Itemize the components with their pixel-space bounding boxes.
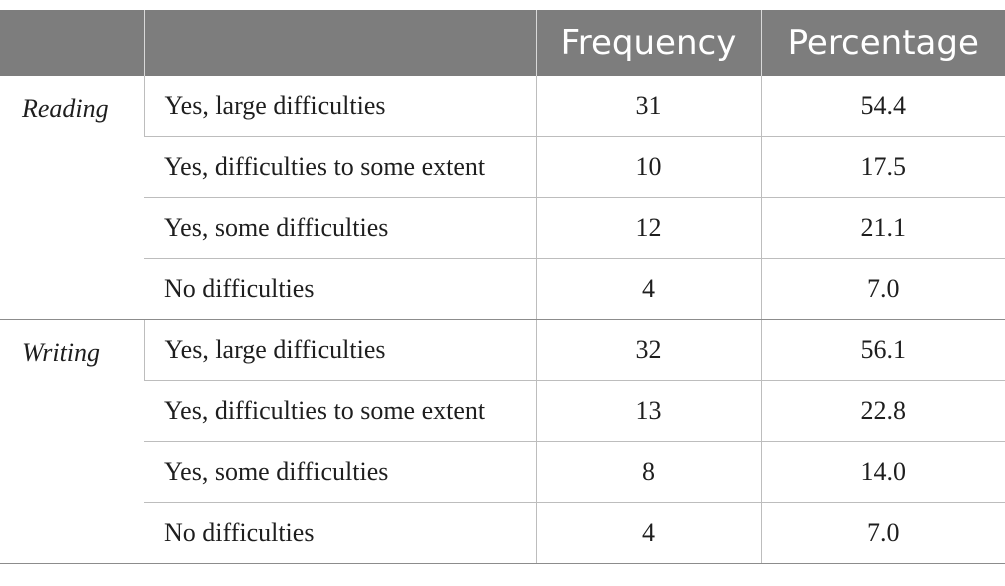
- table-row: Yes, difficulties to some extent 10 17.5: [0, 136, 1005, 198]
- percentage-cell: 54.4: [760, 76, 1005, 137]
- frequency-cell: 32: [535, 319, 761, 381]
- group-label-writing: Writing: [0, 319, 144, 564]
- item-cell: Yes, difficulties to some extent: [144, 380, 536, 442]
- table-row: Yes, difficulties to some extent 13 22.8: [0, 380, 1005, 442]
- item-cell: Yes, some difficulties: [144, 441, 536, 503]
- item-cell: Yes, large difficulties: [143, 319, 536, 381]
- table-row: Yes, some difficulties 12 21.1: [0, 197, 1005, 259]
- group-label-reading: Reading: [0, 76, 144, 320]
- percentage-cell: 7.0: [760, 502, 1005, 564]
- frequency-cell: 12: [535, 197, 761, 259]
- header-cell-item: [143, 10, 536, 76]
- table-row: Writing Yes, large difficulties 32 56.1: [0, 319, 1005, 564]
- percentage-cell: 17.5: [760, 136, 1005, 198]
- frequency-cell: 31: [535, 76, 761, 137]
- frequency-cell: 13: [535, 380, 761, 442]
- header-cell-percentage: Percentage: [760, 10, 1005, 76]
- table-body: Reading Yes, large difficulties 31 54.4 …: [0, 76, 1005, 564]
- item-cell: No difficulties: [144, 502, 536, 564]
- table-row: No difficulties 4 7.0: [0, 502, 1005, 564]
- item-cell: Yes, difficulties to some extent: [144, 136, 536, 198]
- item-cell: Yes, some difficulties: [144, 197, 536, 259]
- percentage-cell: 56.1: [760, 319, 1005, 381]
- frequency-cell: 4: [535, 502, 761, 564]
- frequency-cell: 8: [535, 441, 761, 503]
- header-cell-group: [0, 10, 144, 76]
- table-row: No difficulties 4 7.0: [0, 258, 1005, 320]
- table-header: Frequency Percentage: [0, 10, 1005, 76]
- percentage-cell: 21.1: [760, 197, 1005, 259]
- header-row: Frequency Percentage: [0, 10, 1005, 76]
- table-row: Yes, some difficulties 8 14.0: [0, 441, 1005, 503]
- percentage-cell: 22.8: [760, 380, 1005, 442]
- frequency-cell: 10: [535, 136, 761, 198]
- table-row: Reading Yes, large difficulties 31 54.4: [0, 76, 1005, 320]
- difficulties-table: Frequency Percentage Reading Yes, large …: [0, 10, 1005, 564]
- header-cell-frequency: Frequency: [535, 10, 761, 76]
- item-cell: No difficulties: [144, 258, 536, 320]
- percentage-cell: 14.0: [760, 441, 1005, 503]
- frequency-cell: 4: [535, 258, 761, 320]
- item-cell: Yes, large difficulties: [143, 76, 536, 137]
- percentage-cell: 7.0: [760, 258, 1005, 320]
